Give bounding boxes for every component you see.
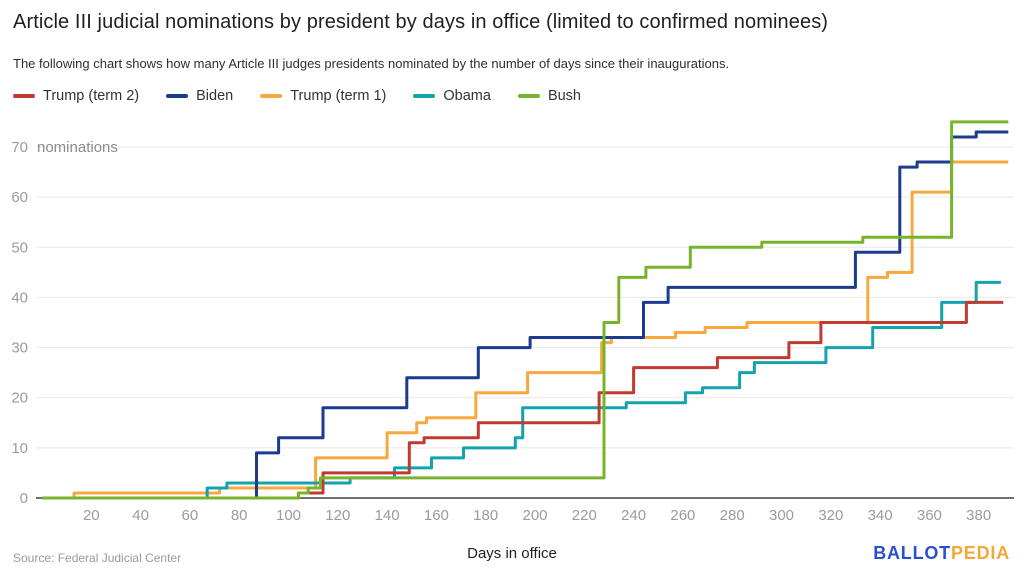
x-tick-label: 180 [473, 507, 498, 524]
series-line-bush [42, 120, 1009, 500]
x-tick-label: 40 [132, 507, 149, 524]
legend-label: Biden [196, 88, 234, 104]
x-tick-label: 360 [917, 507, 942, 524]
x-tick-label: 260 [670, 507, 695, 524]
x-tick-label: 80 [231, 507, 248, 524]
x-axis-title: Days in office [467, 545, 557, 562]
x-tick-label: 100 [276, 507, 301, 524]
legend-swatch [517, 94, 540, 98]
brand-part-2: PEDIA [950, 543, 1010, 563]
step-chart: 0 10 20 30 40 50 60 70 nominations 20 40 60 80 100 120… [11, 120, 1014, 524]
x-tick-label: 380 [966, 507, 991, 524]
y-axis-unit-label: nominations [37, 139, 118, 156]
x-tick-label: 120 [325, 507, 350, 524]
legend-item: Trump (term 2) [13, 88, 139, 104]
x-tick-label: 20 [83, 507, 100, 524]
y-tick-label: 30 [11, 340, 28, 357]
chart-subtitle: The following chart shows how many Artic… [13, 56, 730, 71]
x-tick-label: 200 [522, 507, 547, 524]
x-tick-label: 280 [720, 507, 745, 524]
legend-swatch [13, 94, 35, 98]
x-tick-label: 220 [572, 507, 597, 524]
y-tick-label: 20 [11, 390, 28, 407]
legend-label: Trump (term 2) [43, 88, 140, 104]
x-tick-label: 60 [182, 507, 199, 524]
y-tick-label: 40 [11, 289, 28, 306]
legend-label: Bush [547, 88, 581, 104]
y-tick-label: 70 [11, 139, 28, 156]
legend-swatch [413, 94, 436, 98]
ballotpedia-logo: BALLOTPEDIA [873, 543, 1010, 564]
x-tick-label: 160 [424, 507, 449, 524]
y-tick-label: 0 [20, 490, 28, 507]
legend-item: Trump (term 1) [260, 88, 386, 104]
x-tick-label: 240 [621, 507, 646, 524]
y-tick-label: 60 [11, 189, 28, 206]
legend-label: Obama [443, 88, 491, 104]
page-title: Article III judicial nominations by pres… [13, 11, 829, 33]
legend-item: Obama [413, 88, 491, 104]
x-tick-label: 340 [868, 507, 893, 524]
brand-part-1: BALLOT [873, 543, 951, 563]
legend-item: Bush [517, 88, 581, 104]
legend-swatch [260, 94, 283, 98]
series-line-biden [42, 130, 1009, 500]
x-tick-label: 140 [375, 507, 400, 524]
x-tick-label: 320 [818, 507, 843, 524]
legend-swatch [166, 94, 189, 98]
y-tick-label: 50 [11, 239, 28, 256]
source-note: Source: Federal Judicial Center [13, 551, 182, 565]
series-line-trump-term-2 [42, 300, 1004, 500]
y-tick-label: 10 [11, 440, 28, 457]
series-line-obama [42, 280, 1001, 500]
chart-legend: Trump (term 2) Biden Trump (term 1) Obama Bu… [13, 88, 581, 104]
legend-item: Biden [166, 88, 233, 104]
series-line-trump-term-1 [42, 160, 1009, 500]
x-tick-label: 300 [769, 507, 794, 524]
legend-label: Trump (term 1) [290, 88, 387, 104]
